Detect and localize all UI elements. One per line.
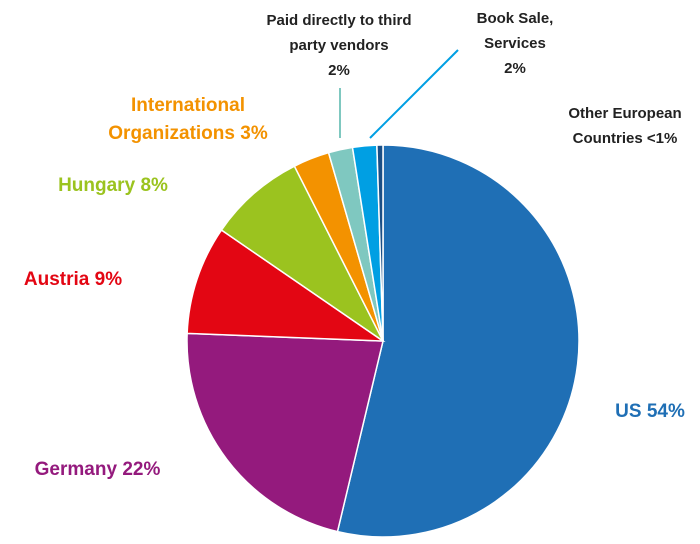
slice-label: International Organizations 3% bbox=[88, 92, 288, 148]
category-label: Paid directly to third party vendors bbox=[266, 12, 412, 54]
value-label: 22% bbox=[122, 459, 161, 480]
leader-line bbox=[369, 49, 459, 139]
pie-slice bbox=[336, 144, 580, 538]
category-label: Other European Countries bbox=[568, 105, 682, 147]
slice-label: US 54% bbox=[600, 398, 700, 426]
category-label: Austria bbox=[23, 269, 90, 290]
category-label: Hungary bbox=[58, 175, 136, 196]
value-label: 2% bbox=[328, 62, 350, 79]
pie bbox=[186, 144, 580, 538]
pie-slice bbox=[186, 229, 386, 342]
category-label: Book Sale, Services bbox=[476, 10, 554, 52]
category-label: International Organizations bbox=[108, 95, 245, 144]
value-label: 2% bbox=[504, 60, 526, 77]
value-label: <1% bbox=[646, 130, 678, 147]
value-label: 9% bbox=[94, 269, 123, 290]
category-label: US bbox=[615, 401, 642, 422]
value-label: 54% bbox=[646, 401, 685, 422]
slice-label: Book Sale, Services 2% bbox=[465, 6, 565, 81]
slice-label: Germany 22% bbox=[0, 456, 195, 484]
pie-slice bbox=[220, 165, 384, 342]
value-label: 3% bbox=[240, 123, 268, 144]
slice-label: Other European Countries <1% bbox=[555, 101, 695, 151]
category-label: Germany bbox=[34, 459, 118, 480]
slice-label: Paid directly to third party vendors 2% bbox=[254, 8, 424, 83]
pie-slice bbox=[186, 332, 384, 533]
pie-slice bbox=[376, 144, 384, 342]
slice-label: Austria 9% bbox=[0, 266, 146, 294]
value-label: 8% bbox=[140, 175, 168, 196]
slice-label: Hungary 8% bbox=[30, 172, 196, 200]
